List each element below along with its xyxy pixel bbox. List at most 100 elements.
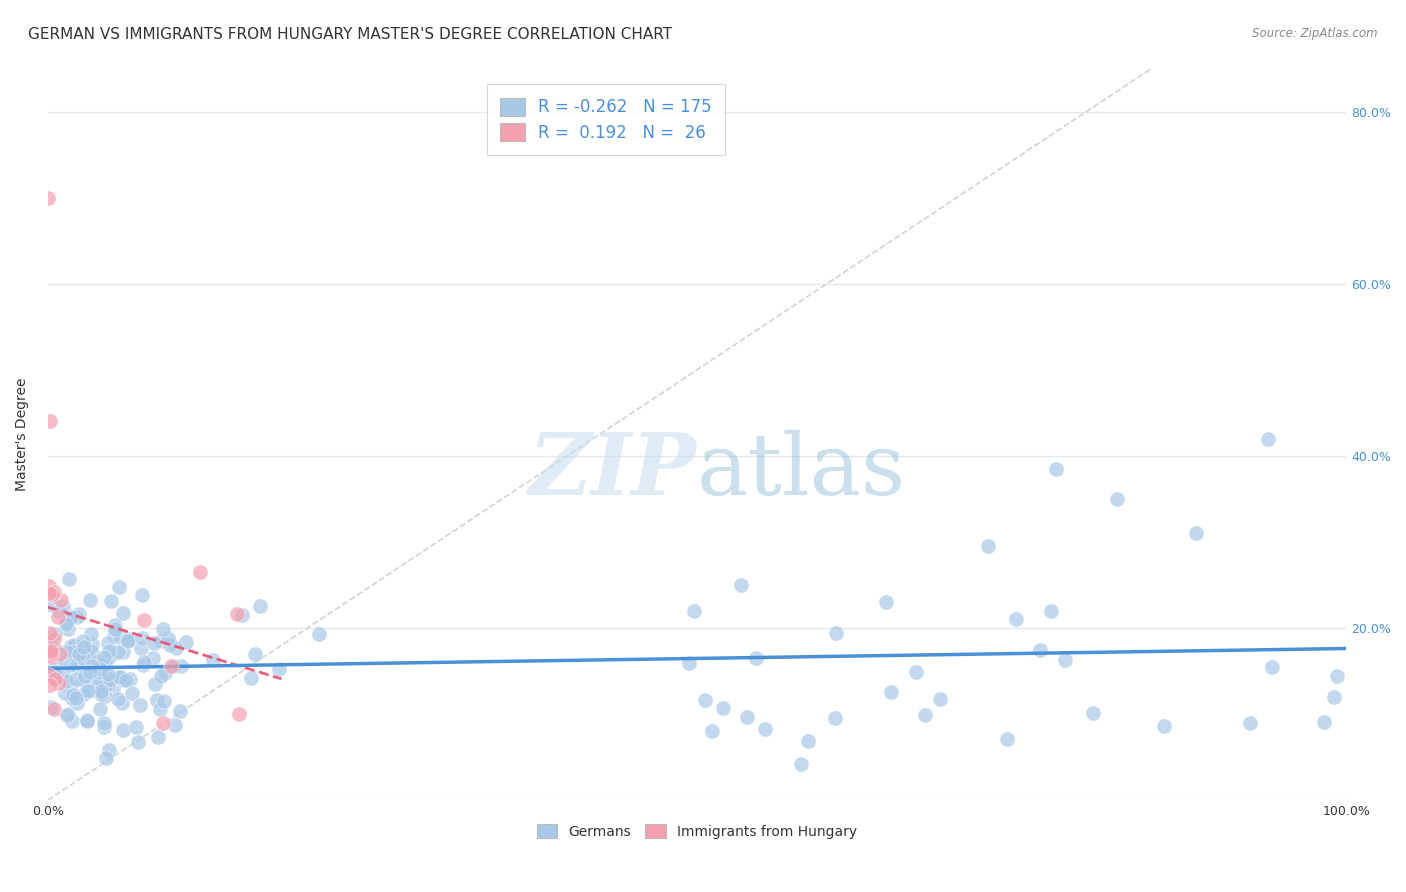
Point	[127, 735, 149, 749]
Point	[44, 672, 66, 686]
Point	[49, 593, 72, 607]
Point	[115, 632, 138, 647]
Point	[146, 693, 169, 707]
Point	[77, 684, 100, 698]
Point	[1083, 706, 1105, 720]
Point	[44, 672, 66, 686]
Point	[995, 732, 1018, 747]
Point	[52, 670, 75, 684]
Point	[80, 659, 103, 673]
Point	[1105, 491, 1128, 506]
Point	[117, 633, 139, 648]
Point	[38, 586, 60, 600]
Point	[169, 704, 191, 718]
Point	[153, 665, 176, 680]
Point	[249, 599, 271, 613]
Point	[150, 634, 173, 648]
Point	[163, 658, 186, 673]
Point	[53, 670, 76, 684]
Point	[97, 667, 120, 681]
Point	[94, 689, 117, 703]
Point	[118, 632, 141, 647]
Point	[75, 668, 97, 682]
Point	[45, 653, 67, 667]
Point	[38, 648, 60, 662]
Point	[239, 671, 262, 685]
Point	[1153, 719, 1175, 733]
Point	[1053, 653, 1076, 667]
Point	[59, 679, 82, 693]
Point	[125, 720, 148, 734]
Point	[107, 692, 129, 706]
Point	[80, 683, 103, 698]
Point	[93, 650, 115, 665]
Point	[38, 579, 60, 593]
Point	[67, 607, 90, 621]
Point	[170, 659, 193, 673]
Point	[66, 610, 89, 624]
Point	[46, 609, 69, 624]
Point	[977, 539, 1000, 553]
Point	[1028, 643, 1050, 657]
Point	[143, 677, 166, 691]
Point	[111, 696, 134, 710]
Point	[796, 734, 818, 748]
Point	[111, 606, 134, 620]
Point	[118, 672, 141, 686]
Point	[53, 685, 76, 699]
Point	[65, 691, 87, 706]
Point	[63, 638, 86, 652]
Point	[131, 657, 153, 672]
Point	[45, 665, 67, 679]
Point	[62, 688, 84, 702]
Point	[1045, 462, 1067, 476]
Point	[129, 698, 152, 712]
Text: ZIP: ZIP	[529, 429, 697, 513]
Point	[131, 588, 153, 602]
Text: GERMAN VS IMMIGRANTS FROM HUNGARY MASTER'S DEGREE CORRELATION CHART: GERMAN VS IMMIGRANTS FROM HUNGARY MASTER…	[28, 27, 672, 42]
Point	[90, 684, 112, 698]
Point	[143, 636, 166, 650]
Point	[132, 655, 155, 669]
Point	[202, 653, 225, 667]
Point	[41, 598, 63, 612]
Point	[72, 634, 94, 648]
Point	[111, 673, 134, 688]
Point	[107, 645, 129, 659]
Point	[700, 723, 723, 738]
Point	[735, 710, 758, 724]
Point	[41, 647, 63, 661]
Point	[228, 707, 250, 722]
Point	[76, 714, 98, 729]
Point	[269, 662, 291, 676]
Point	[880, 685, 903, 699]
Point	[730, 578, 752, 592]
Point	[1257, 432, 1279, 446]
Point	[56, 622, 79, 636]
Point	[929, 692, 952, 706]
Point	[66, 696, 89, 710]
Point	[60, 691, 83, 706]
Point	[39, 700, 62, 714]
Point	[41, 639, 63, 653]
Point	[62, 645, 84, 659]
Point	[115, 673, 138, 688]
Point	[1040, 604, 1063, 618]
Point	[48, 652, 70, 666]
Point	[152, 715, 174, 730]
Point	[101, 681, 124, 695]
Point	[1184, 526, 1206, 541]
Point	[914, 708, 936, 723]
Point	[93, 720, 115, 734]
Point	[39, 653, 62, 667]
Point	[72, 673, 94, 687]
Point	[42, 584, 65, 599]
Point	[1261, 660, 1284, 674]
Point	[55, 673, 77, 688]
Point	[790, 756, 813, 771]
Point	[39, 626, 62, 640]
Point	[111, 645, 134, 659]
Point	[48, 645, 70, 659]
Point	[98, 672, 121, 686]
Point	[44, 627, 66, 641]
